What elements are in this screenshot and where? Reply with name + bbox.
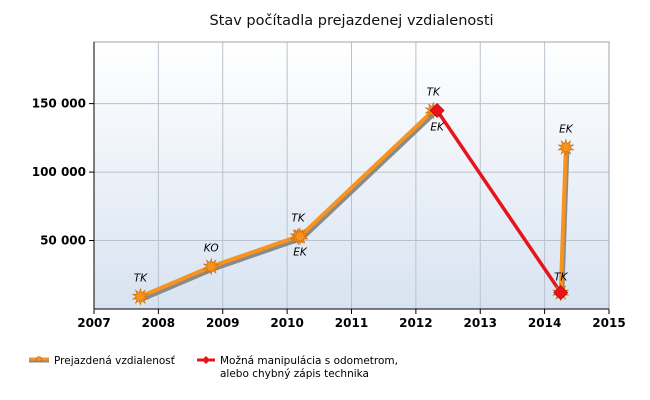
distance-point-marker <box>202 257 220 276</box>
point-label: EK <box>559 123 574 135</box>
x-tick-label: 2009 <box>206 316 239 330</box>
x-tick-label: 2010 <box>270 316 303 330</box>
x-tick-label: 2007 <box>77 316 110 330</box>
y-tick-label: 100 000 <box>32 165 86 179</box>
legend-label-manipulation: Možná manipulácia s odometrom, alebo chy… <box>220 355 398 380</box>
distance-point-marker <box>131 287 150 306</box>
series-manipulation-line <box>435 108 563 295</box>
x-tick-label: 2011 <box>335 316 368 330</box>
x-tick-label: 2008 <box>142 316 175 330</box>
point-label: EK <box>293 246 308 258</box>
x-tick-label: 2013 <box>464 316 497 330</box>
legend-swatch-manipulation <box>197 356 215 364</box>
x-tick-label: 2014 <box>528 316 561 330</box>
manipulation-point-marker <box>429 103 445 118</box>
point-label: TK <box>291 212 305 224</box>
chart-title: Stav počítadla prejazdenej vzdialenosti <box>209 13 493 29</box>
legend-item-distance: Prejazdená vzdialenosť <box>28 355 175 368</box>
manipulation-point-marker <box>553 285 569 300</box>
x-tick-label: 2012 <box>399 316 432 330</box>
distance-point-marker <box>291 227 309 246</box>
y-tick-label: 50 000 <box>40 234 86 248</box>
point-label: TK <box>134 273 148 285</box>
legend-item-manipulation: Možná manipulácia s odometrom, alebo chy… <box>196 355 398 381</box>
legend-swatch-distance <box>29 356 49 363</box>
x-tick-label: 2015 <box>592 316 625 330</box>
point-label: EK <box>430 121 445 133</box>
distance-point-marker <box>557 138 575 157</box>
point-label: KO <box>204 243 219 255</box>
y-tick-label: 150 000 <box>32 97 86 111</box>
point-label: TK <box>554 272 568 284</box>
legend-label-distance: Prejazdená vzdialenosť <box>54 355 175 367</box>
point-label: TK <box>427 86 441 98</box>
series-distance-line <box>558 145 568 295</box>
